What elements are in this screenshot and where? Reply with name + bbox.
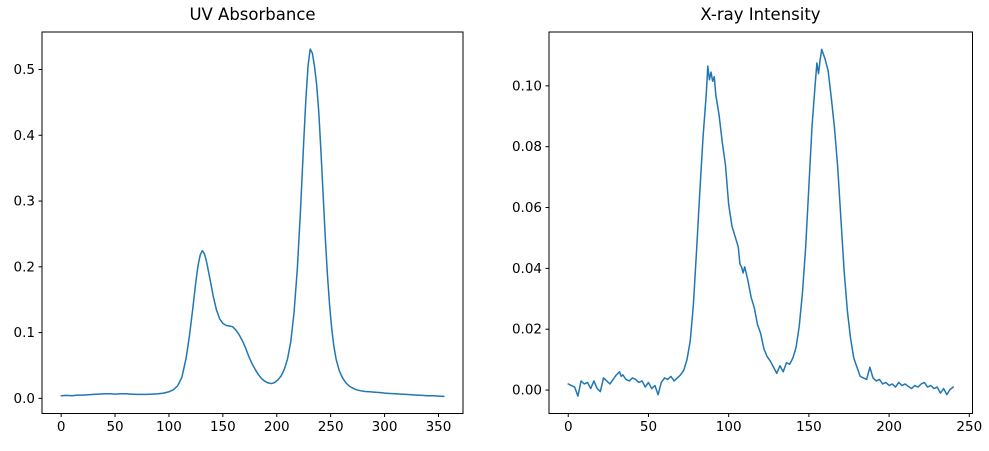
y-tick-label: 0.06 (512, 200, 542, 216)
y-tick-label: 0.02 (512, 322, 542, 338)
y-tick-label: 0.1 (14, 325, 35, 341)
x-tick-label: 250 (956, 419, 982, 435)
y-tick-label: 0.08 (512, 139, 542, 155)
y-tick-label: 0.04 (512, 261, 542, 277)
x-tick-label: 100 (156, 419, 182, 435)
axes-spines (41, 31, 464, 414)
data-line (567, 48, 954, 397)
y-tick-label: 0.4 (14, 128, 35, 144)
y-tick-label: 0.5 (14, 62, 35, 78)
uv-absorbance-plot: 0 50 100 150 200 250 300 350 0.0 0.1 0.2 0.3 0.4 0.5 (14, 31, 464, 435)
x-tick-label: 300 (372, 419, 398, 435)
x-tick-label: 50 (106, 419, 123, 435)
x-tick-label: 150 (210, 419, 236, 435)
y-tick-label: 0.3 (14, 194, 35, 210)
x-tick-label: 200 (264, 419, 290, 435)
y-tick-label: 0.10 (512, 78, 542, 94)
x-tick-label: 100 (716, 419, 742, 435)
xray-intensity-title: X-ray Intensity (700, 5, 821, 24)
data-line (60, 48, 445, 398)
x-tick-label: 250 (318, 419, 344, 435)
x-tick-label: 150 (796, 419, 822, 435)
x-tick-label: 50 (640, 419, 657, 435)
y-tick-label: 0.0 (14, 391, 35, 407)
axes-spines (548, 31, 973, 414)
x-tick-label: 200 (876, 419, 902, 435)
x-tick-label: 350 (426, 419, 452, 435)
x-tick-label: 0 (564, 419, 573, 435)
y-tick-label: 0.2 (14, 259, 35, 275)
y-tick-label: 0.00 (512, 383, 542, 399)
x-tick-label: 0 (57, 419, 66, 435)
xray-intensity-plot: 0 50 100 150 200 250 0.00 0.02 0.04 0.06 0.08 0.10 (512, 31, 982, 435)
uv-absorbance-title: UV Absorbance (189, 5, 316, 24)
